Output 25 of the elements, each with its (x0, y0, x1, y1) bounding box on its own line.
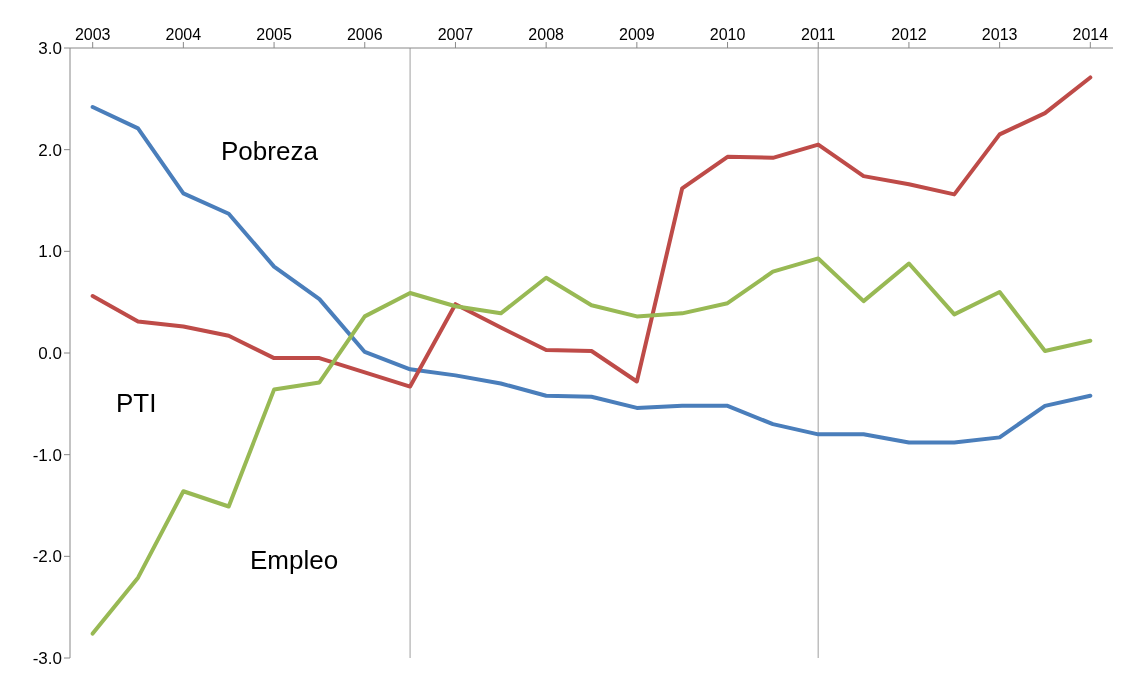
y-tick-label: -3.0 (32, 649, 62, 669)
y-tick-label: -2.0 (32, 547, 62, 567)
y-tick-label: 2.0 (38, 140, 62, 160)
x-tick-label: 2012 (891, 26, 927, 43)
y-tick-label: -1.0 (32, 445, 62, 465)
text: PTI (116, 388, 157, 419)
y-tick-label: 3.0 (38, 39, 62, 59)
x-tick-label: 2003 (74, 26, 111, 43)
series-label: Empleo (250, 545, 339, 576)
x-tick-label: 2004 (165, 26, 202, 43)
x-tick-label: 2006 (346, 26, 383, 43)
series-label: Pobreza (221, 136, 318, 167)
y-tick-label: 1.0 (38, 242, 62, 262)
x-tick-label: 2010 (709, 26, 746, 43)
x-tick-label: 2005 (256, 26, 292, 43)
y-tick-label: 0.0 (38, 344, 62, 364)
x-tick-label: 2009 (619, 26, 655, 43)
x-tick-label: 2008 (528, 26, 565, 43)
line-series (90, 104, 1093, 445)
line-series (90, 256, 1093, 636)
x-tick-label: 2013 (981, 26, 1018, 43)
x-tick-label: 2014 (1072, 26, 1109, 43)
line-series (90, 75, 1093, 389)
x-tick-label: 2011 (801, 26, 836, 43)
x-tick-label: 2007 (437, 26, 474, 43)
